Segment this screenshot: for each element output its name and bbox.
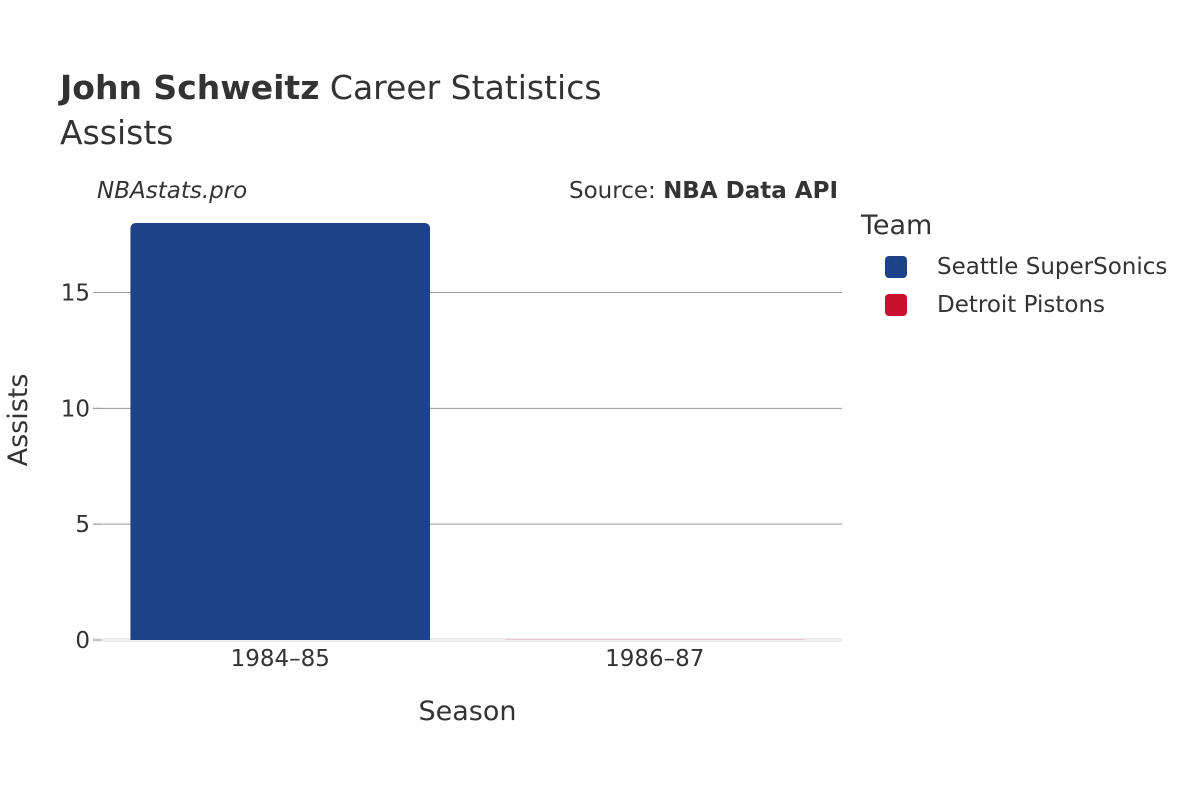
title-suffix: Career Statistics — [319, 68, 602, 107]
bar — [130, 223, 431, 640]
y-tick-label: 15 — [61, 281, 90, 307]
legend-label: Seattle SuperSonics — [937, 254, 1168, 280]
legend-item-detroit-pistons[interactable]: Detroit Pistons — [885, 292, 1106, 318]
legend-label: Detroit Pistons — [937, 292, 1106, 318]
chart-title: John Schweitz Career Statistics — [60, 68, 602, 108]
legend-swatch — [885, 256, 907, 278]
chart-subtitle: Assists — [60, 113, 174, 152]
x-tick-label: 1984–85 — [231, 646, 330, 672]
legend-item-seattle-supersonics[interactable]: Seattle SuperSonics — [885, 254, 1168, 280]
x-axis-label: Season — [419, 696, 517, 727]
legend: Team Seattle SuperSonics Detroit Pistons — [861, 208, 1167, 318]
x-axis-baseline — [93, 638, 842, 642]
watermark: NBAstats.pro — [97, 178, 248, 204]
legend-swatch — [885, 294, 907, 316]
y-axis-label: Assists — [3, 374, 34, 467]
player-name: John Schweitz — [60, 68, 320, 107]
y-tick-label: 10 — [61, 396, 90, 422]
source-name: NBA Data API — [663, 178, 838, 204]
source-credit: Source: NBA Data API — [569, 178, 838, 204]
y-tick-label: 0 — [75, 628, 90, 654]
x-tick-label: 1986–87 — [605, 646, 704, 672]
source-prefix: Source: — [569, 178, 664, 204]
y-tick-label: 5 — [75, 512, 90, 538]
bar — [504, 639, 805, 640]
legend-title: Team — [861, 210, 933, 241]
